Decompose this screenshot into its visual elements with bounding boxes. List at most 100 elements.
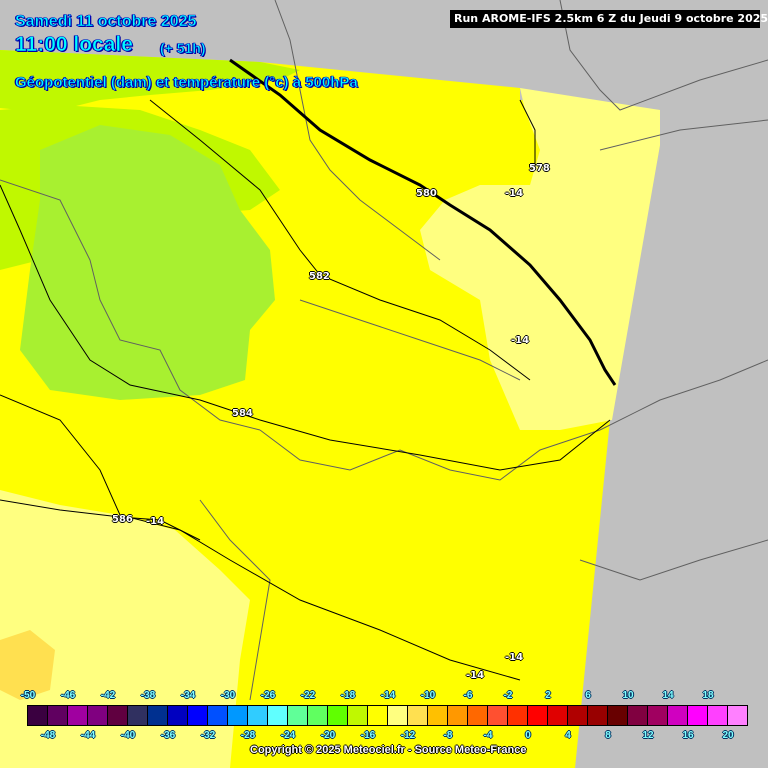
legend-tick-bottom: -32 (200, 730, 216, 741)
legend-swatch (428, 706, 448, 725)
legend-swatch (408, 706, 428, 725)
contour-label-578: 578 (529, 163, 550, 174)
legend-tick-top: -26 (260, 690, 276, 701)
legend-tick-bottom: 0 (525, 730, 531, 741)
legend-tick-top: -14 (380, 690, 396, 701)
legend-tick-top: 14 (662, 690, 674, 701)
legend-swatch (268, 706, 288, 725)
legend-swatch (628, 706, 648, 725)
legend-tick-bottom: 16 (682, 730, 694, 741)
legend-swatch (48, 706, 68, 725)
legend-tick-bottom: 4 (565, 730, 571, 741)
legend-swatch (348, 706, 368, 725)
legend-swatch (188, 706, 208, 725)
legend-swatch (608, 706, 628, 725)
run-info: Run AROME-IFS 2.5km 6 Z du Jeudi 9 octob… (450, 10, 768, 28)
legend-tick-top: 18 (702, 690, 714, 701)
legend-swatch (708, 706, 728, 725)
legend-tick-top: -42 (100, 690, 116, 701)
legend-swatch (568, 706, 588, 725)
legend-swatch (548, 706, 568, 725)
color-legend (27, 705, 748, 726)
legend-tick-bottom: 20 (722, 730, 734, 741)
contour-label-586: 586 (112, 514, 133, 525)
contour-label-temp: -14 (466, 670, 485, 681)
legend-swatch (148, 706, 168, 725)
forecast-date: Samedi 11 octobre 2025 (15, 13, 197, 31)
legend-swatch (228, 706, 248, 725)
legend-swatch (488, 706, 508, 725)
legend-swatch (168, 706, 188, 725)
legend-swatch (388, 706, 408, 725)
temperature-contours (0, 99, 611, 681)
legend-tick-top: -10 (420, 690, 436, 701)
legend-swatch (28, 706, 48, 725)
contour-label-temp: -14 (146, 516, 165, 527)
legend-swatch (328, 706, 348, 725)
legend-tick-top: -2 (503, 690, 513, 701)
legend-swatch (308, 706, 328, 725)
forecast-time: 11:00 locale (15, 33, 134, 57)
legend-swatch (88, 706, 108, 725)
legend-swatch (728, 706, 747, 725)
contour-label-584: 584 (232, 408, 253, 419)
legend-tick-top: 6 (585, 690, 591, 701)
legend-tick-top: -34 (180, 690, 196, 701)
legend-tick-top: 2 (545, 690, 551, 701)
legend-tick-bottom: -8 (443, 730, 453, 741)
legend-tick-bottom: -12 (400, 730, 416, 741)
legend-swatch (68, 706, 88, 725)
legend-swatch (508, 706, 528, 725)
contour-label-582: 582 (309, 271, 330, 282)
legend-tick-top: -46 (60, 690, 76, 701)
legend-tick-bottom: -4 (483, 730, 493, 741)
legend-swatch (108, 706, 128, 725)
contour-label-580: 580 (416, 188, 437, 199)
legend-swatch (448, 706, 468, 725)
legend-tick-bottom: -40 (120, 730, 136, 741)
legend-tick-top: -6 (463, 690, 473, 701)
legend-swatch (288, 706, 308, 725)
temp-zone-lime (0, 50, 300, 110)
legend-tick-bottom: 8 (605, 730, 611, 741)
temp-zone-light-east (420, 88, 660, 430)
legend-swatch (688, 706, 708, 725)
legend-tick-bottom: -28 (240, 730, 256, 741)
legend-tick-bottom: -36 (160, 730, 176, 741)
borders (0, 0, 768, 701)
legend-swatch (528, 706, 548, 725)
legend-swatch (128, 706, 148, 725)
legend-tick-bottom: -16 (360, 730, 376, 741)
copyright: Copyright © 2025 Meteociel.fr - Source M… (250, 744, 527, 756)
legend-tick-top: -30 (220, 690, 236, 701)
legend-swatch (248, 706, 268, 725)
parameter-title: Géopotentiel (dam) et température (°c) à… (15, 74, 358, 92)
geopotential-578-line (519, 99, 536, 170)
legend-swatch (208, 706, 228, 725)
legend-tick-top: 10 (622, 690, 634, 701)
lead-time: (+ 51h) (160, 40, 206, 57)
legend-tick-top: -22 (300, 690, 316, 701)
temp-zone-green (20, 125, 275, 400)
contour-label-temp: -14 (505, 188, 524, 199)
legend-swatch (648, 706, 668, 725)
legend-tick-bottom: -24 (280, 730, 296, 741)
legend-tick-top: -38 (140, 690, 156, 701)
temp-zone-orange (0, 630, 55, 700)
geopotential-580-line (229, 58, 617, 386)
legend-swatch (668, 706, 688, 725)
temp-zone-light-southwest (0, 490, 250, 768)
legend-tick-bottom: -20 (320, 730, 336, 741)
legend-tick-bottom: -44 (80, 730, 96, 741)
legend-tick-top: -18 (340, 690, 356, 701)
contour-label-temp: -14 (505, 652, 524, 663)
legend-tick-top: -50 (20, 690, 36, 701)
legend-swatch (588, 706, 608, 725)
legend-tick-bottom: -48 (40, 730, 56, 741)
legend-tick-bottom: 12 (642, 730, 654, 741)
legend-swatch (468, 706, 488, 725)
contour-label-temp: -14 (511, 335, 530, 346)
legend-swatch (368, 706, 388, 725)
